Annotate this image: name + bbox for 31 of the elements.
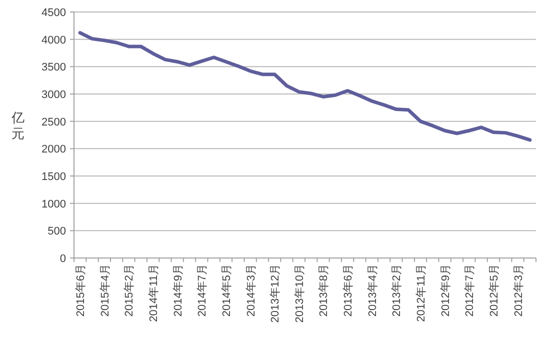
y-tick-label: 3000	[42, 89, 66, 101]
y-tick-label: 3500	[42, 62, 66, 74]
x-tick-label: 2013年6月	[342, 264, 355, 317]
y-tick-label: 2500	[42, 116, 66, 128]
x-tick-label: 2014年9月	[172, 264, 184, 317]
y-tick-label: 4500	[42, 7, 66, 19]
x-tick-label: 2012年7月	[464, 264, 476, 317]
x-tick-label: 2013年4月	[366, 264, 379, 317]
x-tick-label: 2014年7月	[196, 264, 209, 317]
x-tick-label: 2013年10月	[294, 264, 306, 323]
x-tick-label: 2012年3月	[512, 264, 525, 317]
line-series	[78, 31, 532, 142]
y-tick-label: 1000	[42, 198, 66, 210]
x-tick-label: 2014年3月	[245, 264, 258, 317]
x-tick-label: 2013年2月	[391, 264, 404, 317]
x-tick-label: 2012年5月	[488, 264, 500, 317]
y-axis-title: 亿元	[10, 110, 24, 141]
x-tick-label: 2015年2月	[124, 264, 136, 317]
x-tick-label: 2015年4月	[99, 264, 112, 317]
x-tick-label: 2013年8月	[318, 264, 330, 317]
x-tick-label: 2013年12月	[270, 264, 282, 323]
y-tick-label: 4000	[42, 34, 66, 46]
y-tick-label: 2000	[42, 144, 66, 156]
x-tick-label: 2012年11月	[416, 264, 428, 322]
y-tick-label: 500	[48, 226, 66, 238]
y-tick-label: 1500	[42, 171, 66, 183]
x-tick-label: 2014年5月	[220, 264, 233, 317]
x-tick-label: 2015年6月	[75, 264, 88, 317]
y-tick-label: 0	[60, 253, 66, 265]
x-tick-label: 2012年9月	[440, 264, 452, 317]
x-tick-label: 2014年11月	[148, 264, 160, 322]
